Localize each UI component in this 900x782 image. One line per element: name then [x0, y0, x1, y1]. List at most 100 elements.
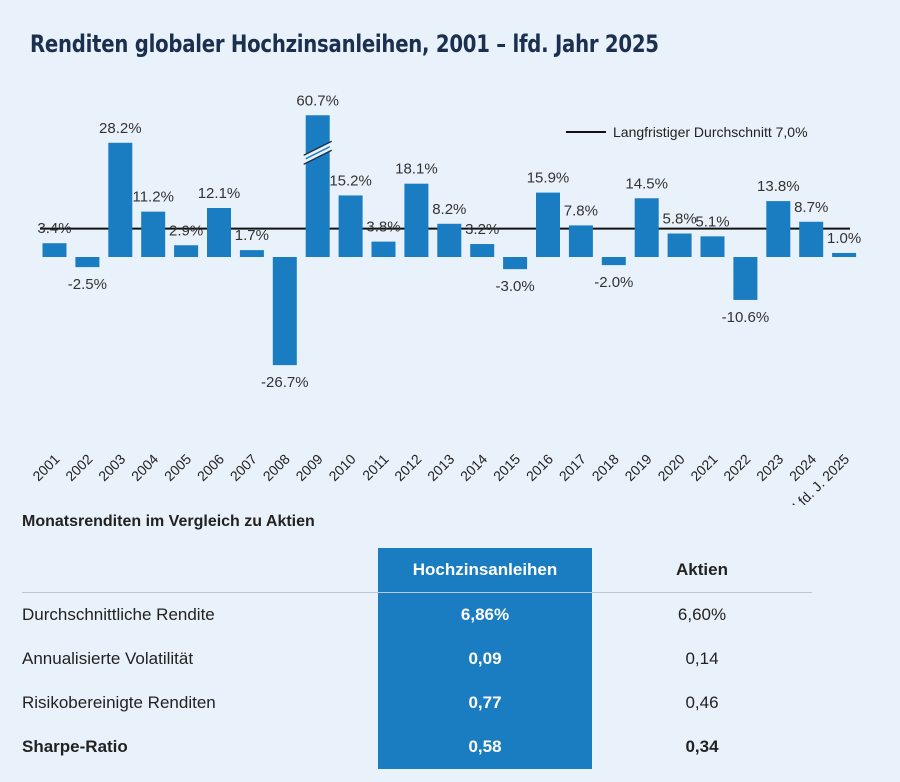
bar: [832, 252, 857, 257]
row-high-yield-value: 0,09: [378, 637, 592, 681]
data-label: 18.1%: [395, 161, 438, 178]
bar: [338, 195, 363, 257]
data-label: 14.5%: [625, 175, 668, 192]
data-label: 5.1%: [695, 213, 729, 230]
data-label: 28.2%: [99, 120, 142, 137]
x-tick-label: 2017: [556, 451, 589, 484]
data-label: 12.1%: [198, 185, 241, 202]
bar: [470, 244, 495, 257]
data-label: 3.8%: [366, 219, 400, 236]
bar: [634, 198, 659, 257]
x-tick-label: 2008: [260, 451, 293, 484]
x-tick-label: 2014: [457, 451, 490, 484]
data-label: 11.2%: [132, 189, 173, 206]
bar: [667, 233, 692, 257]
x-tick-label: 2007: [227, 451, 260, 484]
bar: [272, 257, 297, 366]
x-tick-label: 2004: [128, 451, 161, 484]
bar: [371, 241, 396, 257]
data-label: 8.7%: [794, 199, 828, 216]
x-tick-label: 2012: [391, 451, 424, 484]
bar: [239, 250, 264, 257]
data-label: 8.2%: [432, 201, 466, 218]
data-label: -26.7%: [261, 374, 309, 391]
bar: [404, 183, 429, 257]
x-tick-label: 2009: [292, 451, 325, 484]
x-tick-label: 2018: [589, 451, 622, 484]
x-tick-label: 2022: [720, 451, 753, 484]
table-subtitle: Monatsrenditen im Vergleich zu Aktien: [22, 513, 315, 530]
x-tick-label: 2011: [359, 451, 392, 484]
header-label: [22, 548, 378, 593]
bar: [799, 221, 824, 257]
axis-break-mark: [303, 141, 333, 159]
row-label: Risikobereinigte Renditen: [22, 693, 216, 712]
data-label: 15.2%: [329, 172, 372, 189]
data-label: 1.0%: [827, 230, 861, 247]
bar: [700, 236, 725, 257]
x-tick-label: 2003: [95, 451, 128, 484]
table-row: Risikobereinigte Renditen 0,77 0,46: [22, 681, 812, 725]
data-label: 60.7%: [296, 92, 339, 109]
axis-break-mark: [303, 140, 332, 156]
bar: [305, 115, 330, 257]
data-label: 3.4%: [37, 220, 71, 237]
row-high-yield-value: 0,77: [378, 681, 592, 725]
x-tick-label: 2006: [194, 451, 227, 484]
data-label: 3.2%: [465, 221, 499, 238]
data-label: 2.9%: [169, 222, 203, 239]
data-label: -3.0%: [496, 278, 535, 295]
x-tick-label: 2002: [62, 451, 95, 484]
bar: [141, 211, 166, 257]
axis-break-mark: [303, 146, 333, 164]
legend-label: Langfristiger Durchschnitt 7,0%: [613, 124, 808, 140]
bar: [601, 257, 626, 266]
bar: [207, 207, 231, 257]
x-tick-label: 2015: [490, 451, 523, 484]
data-label: -2.0%: [594, 274, 633, 291]
bar: [568, 225, 593, 257]
row-equities-value: 0,14: [685, 649, 719, 668]
table-row: Sharpe-Ratio 0,58 0,34: [22, 725, 812, 769]
row-equities-value: 0,34: [685, 737, 719, 756]
chart-title: Renditen globaler Hochzinsanleihen, 2001…: [30, 30, 659, 58]
table-row: Annualisierte Volatilität 0,09 0,14: [22, 637, 812, 681]
data-label: 5.8%: [662, 211, 696, 228]
bar: [766, 201, 791, 257]
data-label: 7.8%: [564, 202, 598, 219]
bar: [108, 142, 133, 257]
x-tick-label: 2023: [753, 451, 786, 484]
data-label: -2.5%: [68, 276, 107, 293]
row-equities-value: 0,46: [685, 693, 719, 712]
header-equities: Aktien: [676, 560, 728, 579]
table-row: Durchschnittliche Rendite 6,86% 6,60%: [22, 592, 812, 637]
header-high-yield: Hochzinsanleihen: [378, 548, 592, 593]
row-equities-value: 6,60%: [677, 605, 727, 624]
axis-break-mark: [303, 149, 332, 165]
x-tick-label: 2001: [29, 451, 62, 484]
x-tick-label: 2013: [424, 451, 457, 484]
table-header-row: Hochzinsanleihen Aktien: [22, 548, 812, 593]
x-tick-label: 2010: [325, 451, 358, 484]
bar: [733, 257, 758, 300]
data-label: 13.8%: [757, 178, 800, 195]
row-label: Sharpe-Ratio: [22, 737, 128, 756]
bar: [174, 245, 199, 257]
data-label: -10.6%: [722, 309, 770, 326]
x-tick-label: 2021: [687, 451, 720, 484]
bar: [503, 257, 528, 270]
row-high-yield-value: 6,86%: [378, 592, 592, 637]
row-label: Annualisierte Volatilität: [22, 649, 194, 668]
bar: [536, 192, 560, 257]
bar: [75, 257, 100, 268]
data-label: 1.7%: [235, 227, 269, 244]
x-tick-label: 2005: [161, 451, 194, 484]
x-tick-label: 2016: [523, 451, 556, 484]
x-tick-label: 2020: [654, 451, 687, 484]
row-high-yield-value: 0,58: [378, 725, 592, 769]
bar: [42, 243, 67, 257]
data-label: 15.9%: [527, 170, 570, 187]
x-tick-label: 2019: [621, 451, 654, 484]
row-label: Durchschnittliche Rendite: [22, 605, 215, 624]
stats-table: Hochzinsanleihen Aktien Durchschnittlich…: [22, 548, 812, 769]
